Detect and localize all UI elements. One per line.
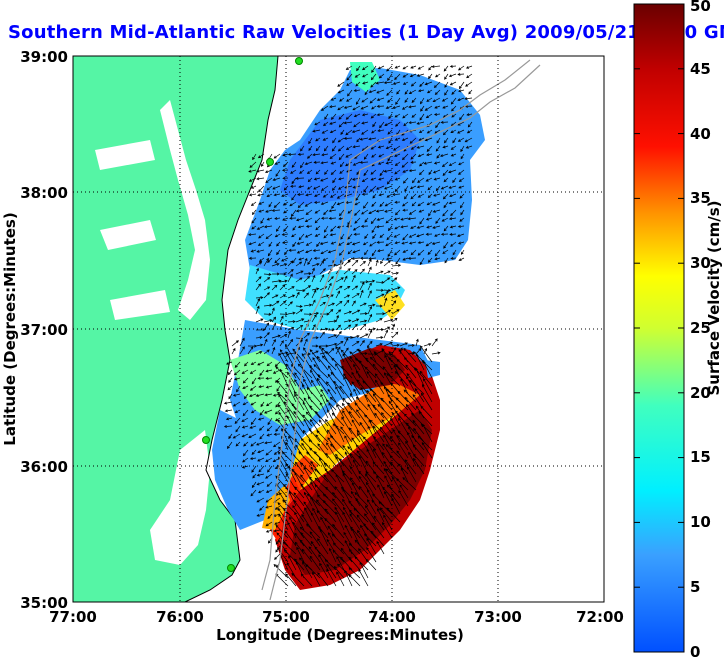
colorbar-tick: 35 — [690, 189, 711, 207]
y-tick-label: 37:00 — [20, 321, 68, 339]
radar-stations — [202, 57, 303, 572]
colorbar-tick: 20 — [690, 384, 711, 402]
colorbar-label: Surface Velocity (cm/s) — [705, 200, 723, 395]
colorbar-tick: 5 — [690, 578, 700, 596]
pamlico-sound — [150, 430, 210, 565]
land-mainland — [73, 56, 278, 602]
plot-frame — [72, 55, 605, 603]
y-tick-label: 39:00 — [20, 48, 68, 66]
colorbar-tick: 15 — [690, 448, 711, 466]
colorbar-tick: 25 — [690, 319, 711, 337]
y-tick-label: 36:00 — [20, 458, 68, 476]
station-marker — [227, 564, 235, 572]
y-tick-label: 38:00 — [20, 184, 68, 202]
chesapeake-bay — [160, 100, 210, 320]
x-axis: 77:00 76:00 75:00 74:00 73:00 72:00 Long… — [49, 608, 624, 644]
colorbar-gradient — [633, 3, 685, 653]
chart-title: Southern Mid-Atlantic Raw Velocities (1 … — [8, 22, 724, 43]
river-mouth — [95, 140, 170, 320]
x-tick-label: 77:00 — [49, 608, 97, 626]
velocity-arrows — [223, 64, 473, 587]
colorbar-tick: 40 — [690, 125, 711, 143]
grid-lines — [73, 56, 604, 602]
colorbar-tick: 30 — [690, 254, 711, 272]
x-tick-label: 74:00 — [368, 608, 416, 626]
y-axis-label: Latitude (Degrees:Minutes) — [1, 212, 19, 445]
y-axis: 39:00 38:00 37:00 36:00 35:00 Latitude (… — [1, 48, 68, 612]
station-marker — [295, 57, 303, 65]
x-axis-label: Longitude (Degrees:Minutes) — [216, 626, 464, 644]
map-area — [73, 56, 604, 602]
colorbar-tick: 0 — [690, 643, 700, 659]
colorbar: 0 5 10 15 20 25 30 35 40 45 50 Surface V… — [633, 0, 723, 659]
y-tick-label: 35:00 — [20, 594, 68, 612]
arrow-glyphs — [223, 64, 473, 587]
x-tick-label: 73:00 — [474, 608, 522, 626]
colorbar-tick: 50 — [690, 0, 711, 15]
station-marker — [266, 158, 274, 166]
x-tick-label: 75:00 — [262, 608, 310, 626]
x-tick-label: 76:00 — [156, 608, 204, 626]
colorbar-tick: 10 — [690, 513, 711, 531]
colorbar-tick: 45 — [690, 60, 711, 78]
station-marker — [202, 436, 210, 444]
x-tick-label: 72:00 — [576, 608, 624, 626]
